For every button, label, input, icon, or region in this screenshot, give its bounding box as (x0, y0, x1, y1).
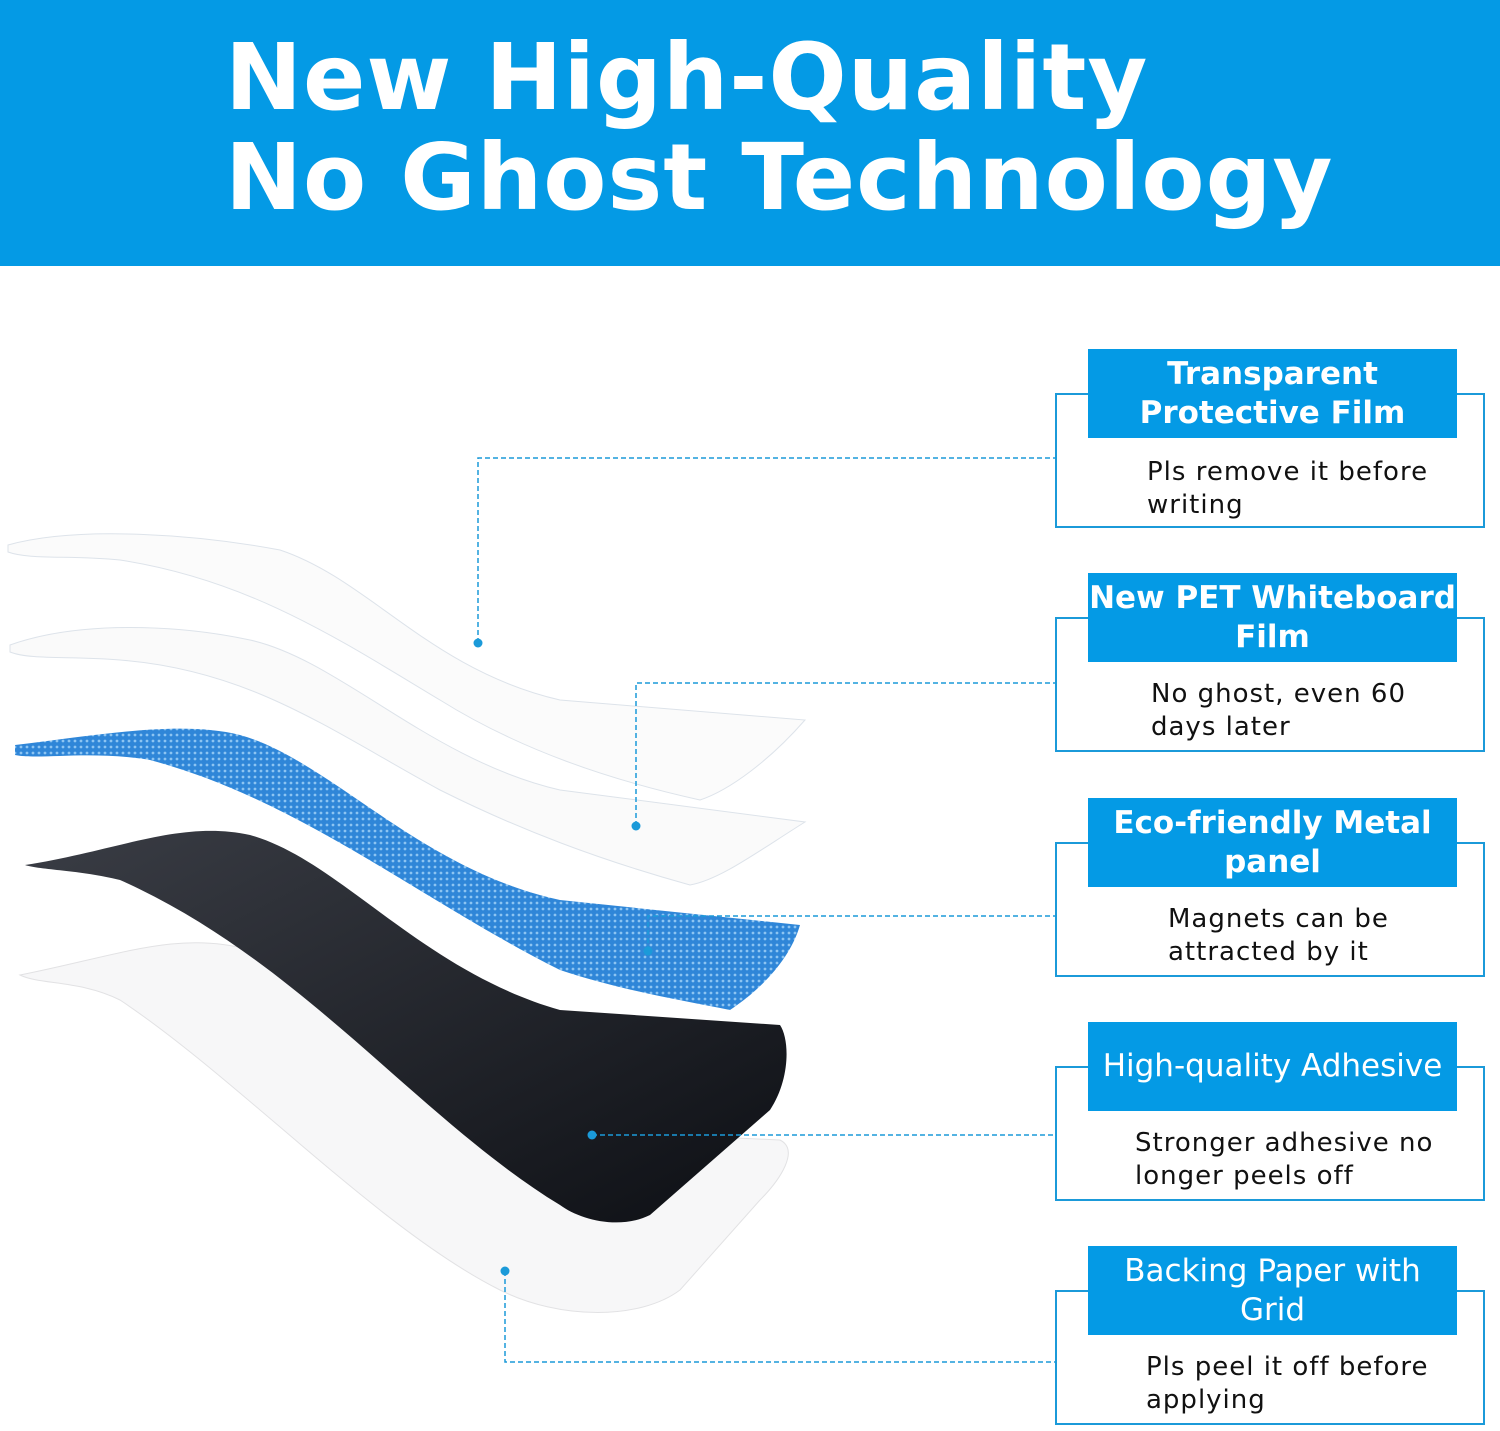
leader-dot-2 (631, 821, 641, 831)
leader-line-5 (504, 1271, 1055, 1363)
title-line-1: New High-Quality (225, 24, 1149, 131)
callout-title-3: Eco-friendly Metal panel (1088, 798, 1457, 887)
callout-title-4: High-quality Adhesive (1088, 1022, 1457, 1111)
callout-title-2: New PET Whiteboard Film (1088, 573, 1457, 662)
banner-title: New High-Quality No Ghost Technology (225, 28, 1333, 228)
leader-lines (477, 457, 1055, 1363)
callout-title-1: Transparent Protective Film (1088, 349, 1457, 438)
leader-line-3 (647, 915, 1055, 951)
callout-desc-3: Magnets can be attracted by it (1168, 904, 1389, 967)
layer-whiteboard-film (9, 627, 807, 886)
leader-line-1 (477, 457, 1055, 643)
layer-adhesive (25, 830, 787, 1223)
leader-dot-3 (643, 946, 653, 956)
title-banner: New High-Quality No Ghost Technology (0, 0, 1500, 266)
title-line-2: No Ghost Technology (225, 124, 1334, 231)
leader-dot-1 (473, 638, 483, 648)
callout-desc-4: Stronger adhesive no longer peels off (1135, 1128, 1434, 1191)
leader-dot-4 (587, 1130, 597, 1140)
layer-protective-film (7, 533, 807, 801)
callout-title-5: Backing Paper with Grid (1088, 1246, 1457, 1335)
callout-desc-1: Pls remove it before writing (1147, 457, 1429, 520)
leader-dot-5 (500, 1266, 510, 1276)
callout-desc-2: No ghost, even 60 days later (1151, 679, 1406, 742)
callout-desc-5: Pls peel it off before applying (1146, 1352, 1429, 1415)
layer-metal-panel (15, 728, 800, 1010)
